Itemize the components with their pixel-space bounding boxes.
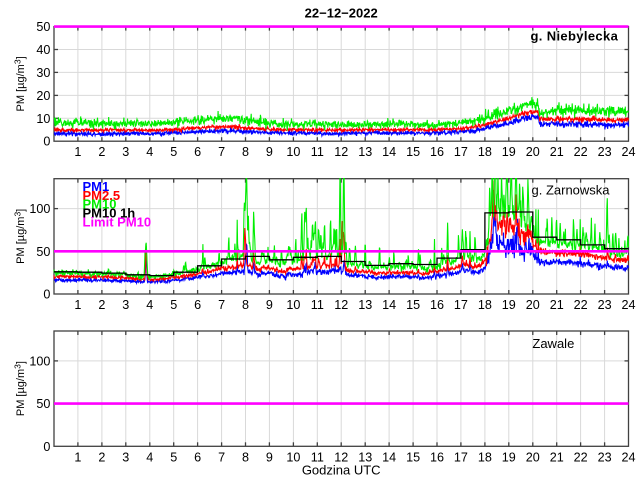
svg-text:1: 1: [74, 145, 81, 159]
svg-text:12: 12: [334, 298, 348, 312]
svg-text:9: 9: [266, 298, 273, 312]
svg-text:PM10: PM10: [83, 197, 117, 212]
svg-text:0: 0: [43, 135, 50, 149]
svg-text:15: 15: [406, 451, 420, 465]
svg-text:2: 2: [98, 145, 105, 159]
svg-text:14: 14: [382, 451, 396, 465]
svg-text:16: 16: [430, 298, 444, 312]
svg-text:5: 5: [170, 298, 177, 312]
svg-text:1: 1: [74, 451, 81, 465]
svg-text:9: 9: [266, 145, 273, 159]
svg-text:18: 18: [478, 145, 492, 159]
svg-text:22: 22: [574, 451, 588, 465]
svg-text:20: 20: [526, 145, 540, 159]
svg-text:7: 7: [218, 451, 225, 465]
svg-text:6: 6: [194, 298, 201, 312]
svg-text:10: 10: [286, 298, 300, 312]
svg-text:0: 0: [43, 440, 50, 454]
svg-text:Godzina UTC: Godzina UTC: [302, 463, 381, 478]
svg-text:24: 24: [621, 451, 635, 465]
svg-text:7: 7: [218, 298, 225, 312]
svg-text:21: 21: [550, 451, 564, 465]
svg-text:5: 5: [170, 145, 177, 159]
svg-text:23: 23: [598, 298, 612, 312]
svg-text:12: 12: [334, 145, 348, 159]
svg-text:4: 4: [146, 298, 153, 312]
svg-text:18: 18: [478, 298, 492, 312]
svg-text:22: 22: [574, 298, 588, 312]
svg-text:16: 16: [430, 451, 444, 465]
svg-text:5: 5: [170, 451, 177, 465]
svg-text:17: 17: [454, 145, 468, 159]
svg-text:11: 11: [311, 451, 324, 465]
svg-text:24: 24: [621, 298, 635, 312]
svg-text:Zawale: Zawale: [532, 336, 574, 351]
svg-text:50: 50: [36, 245, 50, 259]
svg-text:100: 100: [29, 202, 50, 216]
svg-text:17: 17: [454, 298, 468, 312]
svg-text:10: 10: [36, 112, 50, 126]
svg-text:14: 14: [382, 298, 396, 312]
svg-text:11: 11: [311, 298, 324, 312]
svg-text:17: 17: [454, 451, 468, 465]
svg-text:2: 2: [98, 451, 105, 465]
svg-text:40: 40: [36, 43, 50, 57]
svg-text:6: 6: [194, 451, 201, 465]
svg-text:14: 14: [382, 145, 396, 159]
svg-text:2: 2: [98, 298, 105, 312]
svg-text:Limit PM10: Limit PM10: [83, 215, 152, 230]
svg-text:22−12−2022: 22−12−2022: [305, 6, 378, 21]
svg-text:8: 8: [242, 451, 249, 465]
svg-text:PM1: PM1: [83, 179, 110, 194]
svg-text:0: 0: [43, 288, 50, 302]
svg-text:3: 3: [122, 298, 129, 312]
svg-text:PM [µg/m3]: PM [µg/m3]: [12, 56, 27, 111]
svg-text:21: 21: [550, 298, 564, 312]
svg-text:PM [µg/m3]: PM [µg/m3]: [12, 209, 27, 264]
svg-text:100: 100: [29, 354, 50, 368]
svg-text:23: 23: [598, 451, 612, 465]
svg-text:24: 24: [621, 145, 635, 159]
svg-text:15: 15: [406, 145, 420, 159]
svg-text:PM10 1h: PM10 1h: [83, 206, 136, 221]
svg-text:15: 15: [406, 298, 420, 312]
svg-text:PM [µg/m3]: PM [µg/m3]: [12, 361, 27, 416]
svg-text:11: 11: [311, 145, 324, 159]
svg-text:19: 19: [502, 298, 516, 312]
svg-text:3: 3: [122, 145, 129, 159]
svg-text:7: 7: [218, 145, 225, 159]
svg-text:g. Niebylecka: g. Niebylecka: [531, 29, 619, 44]
svg-text:22: 22: [574, 145, 588, 159]
svg-text:13: 13: [358, 298, 372, 312]
svg-text:19: 19: [502, 451, 516, 465]
svg-text:20: 20: [526, 451, 540, 465]
svg-text:1: 1: [74, 298, 81, 312]
svg-text:50: 50: [36, 397, 50, 411]
svg-text:g. Zarnowska: g. Zarnowska: [532, 183, 611, 198]
svg-text:30: 30: [36, 66, 50, 80]
svg-text:PM2.5: PM2.5: [83, 188, 121, 203]
svg-text:50: 50: [36, 20, 50, 34]
svg-text:18: 18: [478, 451, 492, 465]
svg-text:20: 20: [526, 298, 540, 312]
svg-text:23: 23: [598, 145, 612, 159]
svg-text:4: 4: [146, 145, 153, 159]
svg-text:13: 13: [358, 451, 372, 465]
svg-text:12: 12: [334, 451, 348, 465]
svg-text:6: 6: [194, 145, 201, 159]
svg-text:21: 21: [550, 145, 564, 159]
svg-text:4: 4: [146, 451, 153, 465]
svg-text:8: 8: [242, 298, 249, 312]
svg-text:20: 20: [36, 89, 50, 103]
svg-text:13: 13: [358, 145, 372, 159]
svg-text:9: 9: [266, 451, 273, 465]
svg-text:19: 19: [502, 145, 516, 159]
svg-text:3: 3: [122, 451, 129, 465]
svg-text:10: 10: [286, 451, 300, 465]
svg-text:10: 10: [286, 145, 300, 159]
svg-text:16: 16: [430, 145, 444, 159]
svg-text:8: 8: [242, 145, 249, 159]
